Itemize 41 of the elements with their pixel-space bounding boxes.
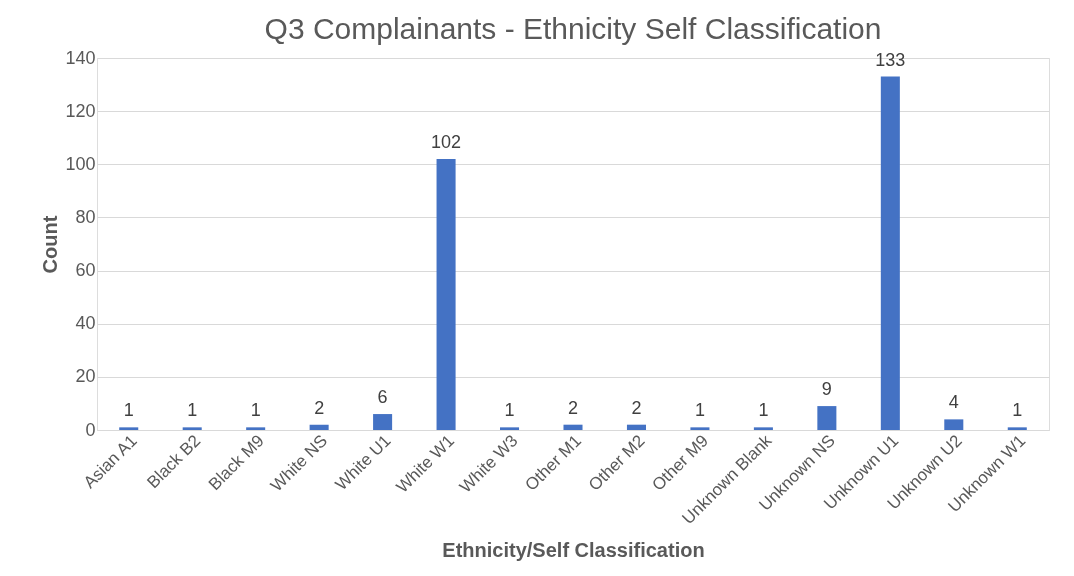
bar (119, 427, 139, 430)
data-label: 6 (377, 387, 388, 408)
data-label: 133 (875, 49, 906, 70)
bar (373, 414, 393, 430)
bar (309, 424, 329, 430)
data-label: 1 (1012, 400, 1023, 421)
data-label: 4 (948, 392, 959, 413)
data-label: 1 (187, 400, 198, 421)
data-label: 9 (821, 379, 832, 400)
data-label: 1 (758, 400, 769, 421)
data-label: 102 (431, 131, 462, 152)
data-label: 2 (314, 397, 325, 418)
data-label: 2 (631, 397, 642, 418)
chart-title: Q3 Complainants - Ethnicity Self Classification (264, 12, 882, 45)
data-label: 1 (250, 400, 261, 421)
bar (817, 406, 837, 430)
bar (944, 419, 964, 430)
y-tick-label: 120 (65, 100, 96, 121)
y-tick-label: 60 (75, 260, 96, 281)
bar (182, 427, 202, 430)
x-axis-title: Ethnicity/Self Classification (442, 539, 705, 562)
y-axis-title: Count (39, 215, 62, 274)
y-tick-label: 140 (65, 47, 96, 68)
y-tick-label: 80 (75, 206, 96, 227)
bar (753, 427, 773, 430)
y-tick-label: 100 (65, 153, 96, 174)
data-label: 2 (567, 397, 579, 418)
data-label: 1 (694, 400, 705, 421)
bar (880, 76, 900, 430)
bar (246, 427, 266, 430)
bar (1007, 427, 1027, 430)
bar (690, 427, 710, 430)
bar (436, 158, 456, 430)
bar (626, 424, 646, 430)
bar (500, 427, 520, 430)
bar (563, 424, 583, 430)
y-tick-label: 40 (75, 313, 96, 334)
data-label: 1 (123, 400, 134, 421)
y-tick-label: 20 (75, 366, 96, 387)
y-tick-label: 0 (85, 419, 96, 440)
data-label: 1 (504, 400, 515, 421)
